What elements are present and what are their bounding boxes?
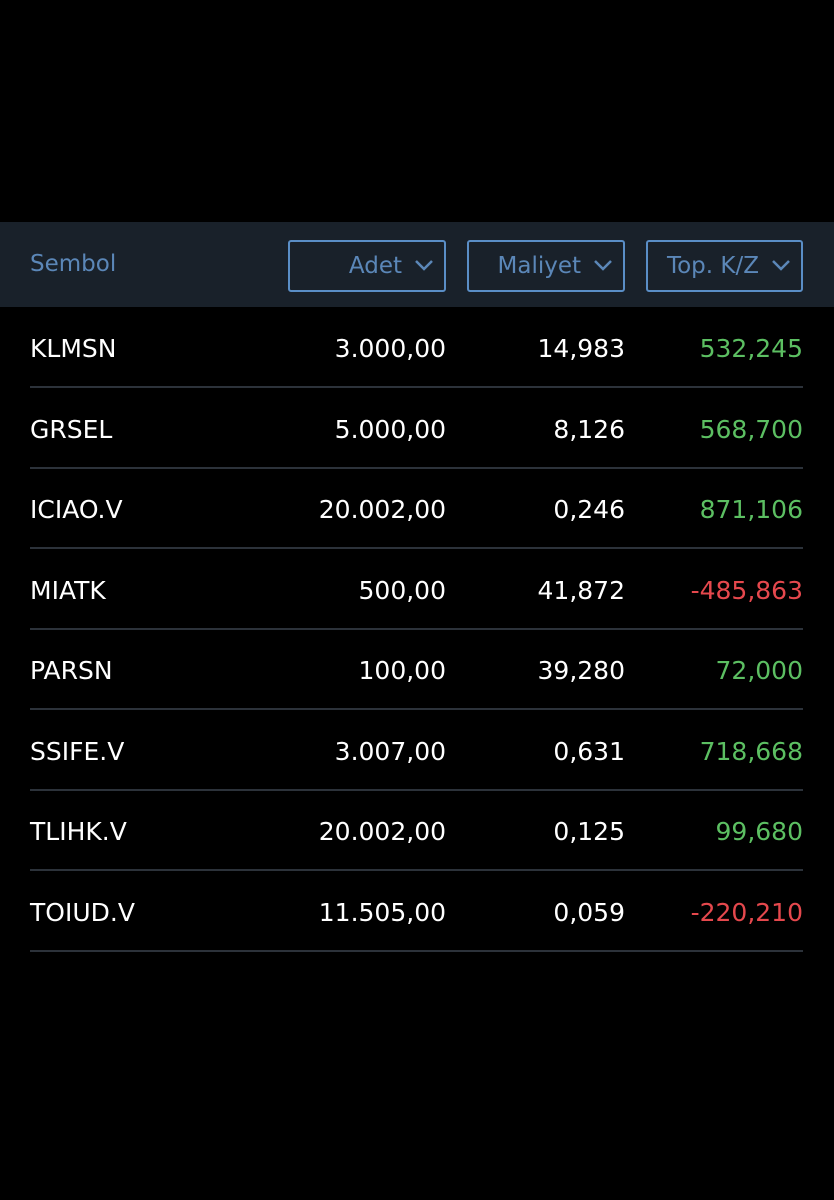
symbol-cell: MIATK (30, 575, 106, 605)
value-cell: 0,246 (553, 495, 625, 524)
dropdown-label: Adet (348, 253, 402, 279)
symbol-cell: PARSN (30, 656, 113, 685)
value-cell: 718,668 (699, 736, 803, 766)
value-cell: 20.002,00 (318, 495, 446, 524)
symbol-cell: GRSEL (30, 414, 113, 444)
sort-dropdown[interactable]: Adet (288, 240, 446, 292)
value-cell: 11.505,00 (318, 897, 446, 927)
value-cell: 8,126 (553, 414, 625, 444)
symbol-cell: KLMSN (30, 334, 117, 363)
row-separator (30, 386, 803, 388)
value-cell: 39,280 (537, 656, 625, 685)
row-separator (30, 869, 803, 871)
table-row[interactable]: PARSN 100,00 39,280 72,000 (0, 631, 834, 711)
row-separator (30, 708, 803, 710)
symbol-cell: TLIHK.V (30, 817, 127, 846)
symbol-cell: ICIAO.V (30, 495, 123, 524)
value-cell: 99,680 (715, 817, 803, 846)
value-cell: -220,210 (690, 897, 803, 927)
row-separator (30, 627, 803, 630)
value-cell: 14,983 (537, 334, 625, 363)
value-cell: 20.002,00 (318, 817, 446, 846)
table-row[interactable]: ICIAO.V 20.002,00 0,246 871,106 (0, 470, 834, 550)
table-row[interactable]: TLIHK.V 20.002,00 0,125 99,680 (0, 792, 834, 872)
sort-dropdown[interactable]: Maliyet (467, 240, 625, 292)
table-row[interactable]: KLMSN 3.000,00 14,983 532,245 (0, 309, 834, 389)
dropdown-label: Maliyet (497, 253, 582, 279)
column-label: Sembol (30, 251, 117, 277)
chevron-icon (772, 260, 790, 271)
value-cell: 3.000,00 (334, 334, 446, 363)
symbol-cell: SSIFE.V (30, 736, 125, 766)
dropdown-label: Top. K/Z (666, 253, 759, 279)
value-cell: 568,700 (699, 414, 803, 444)
value-cell: 100,00 (358, 656, 446, 685)
table-row[interactable]: MIATK 500,00 41,872 -485,863 (0, 551, 834, 631)
value-cell: 41,872 (537, 575, 625, 605)
row-separator (30, 466, 803, 469)
table-row[interactable]: TOIUD.V 11.505,00 0,059 -220,210 (0, 873, 834, 953)
value-cell: -485,863 (690, 575, 803, 605)
sort-dropdown[interactable]: Top. K/Z (646, 240, 803, 292)
row-separator (30, 547, 803, 549)
value-cell: 532,245 (699, 334, 803, 363)
value-cell: 5.000,00 (334, 414, 446, 444)
table-row[interactable]: GRSEL 5.000,00 8,126 568,700 (0, 390, 834, 470)
symbol-cell: TOIUD.V (30, 897, 135, 927)
chevron-icon (415, 260, 433, 271)
value-cell: 3.007,00 (334, 736, 446, 766)
value-cell: 871,106 (699, 495, 803, 524)
table-header: Sembol Adet Maliyet Top. K/Z (0, 222, 834, 307)
value-cell: 500,00 (358, 575, 446, 605)
value-cell: 0,125 (553, 817, 625, 846)
chevron-icon (594, 260, 612, 271)
value-cell: 0,631 (553, 736, 625, 766)
value-cell: 0,059 (553, 897, 625, 927)
table-row[interactable]: SSIFE.V 3.007,00 0,631 718,668 (0, 712, 834, 792)
row-separator (30, 949, 803, 952)
row-separator (30, 788, 803, 791)
value-cell: 72,000 (715, 656, 803, 685)
